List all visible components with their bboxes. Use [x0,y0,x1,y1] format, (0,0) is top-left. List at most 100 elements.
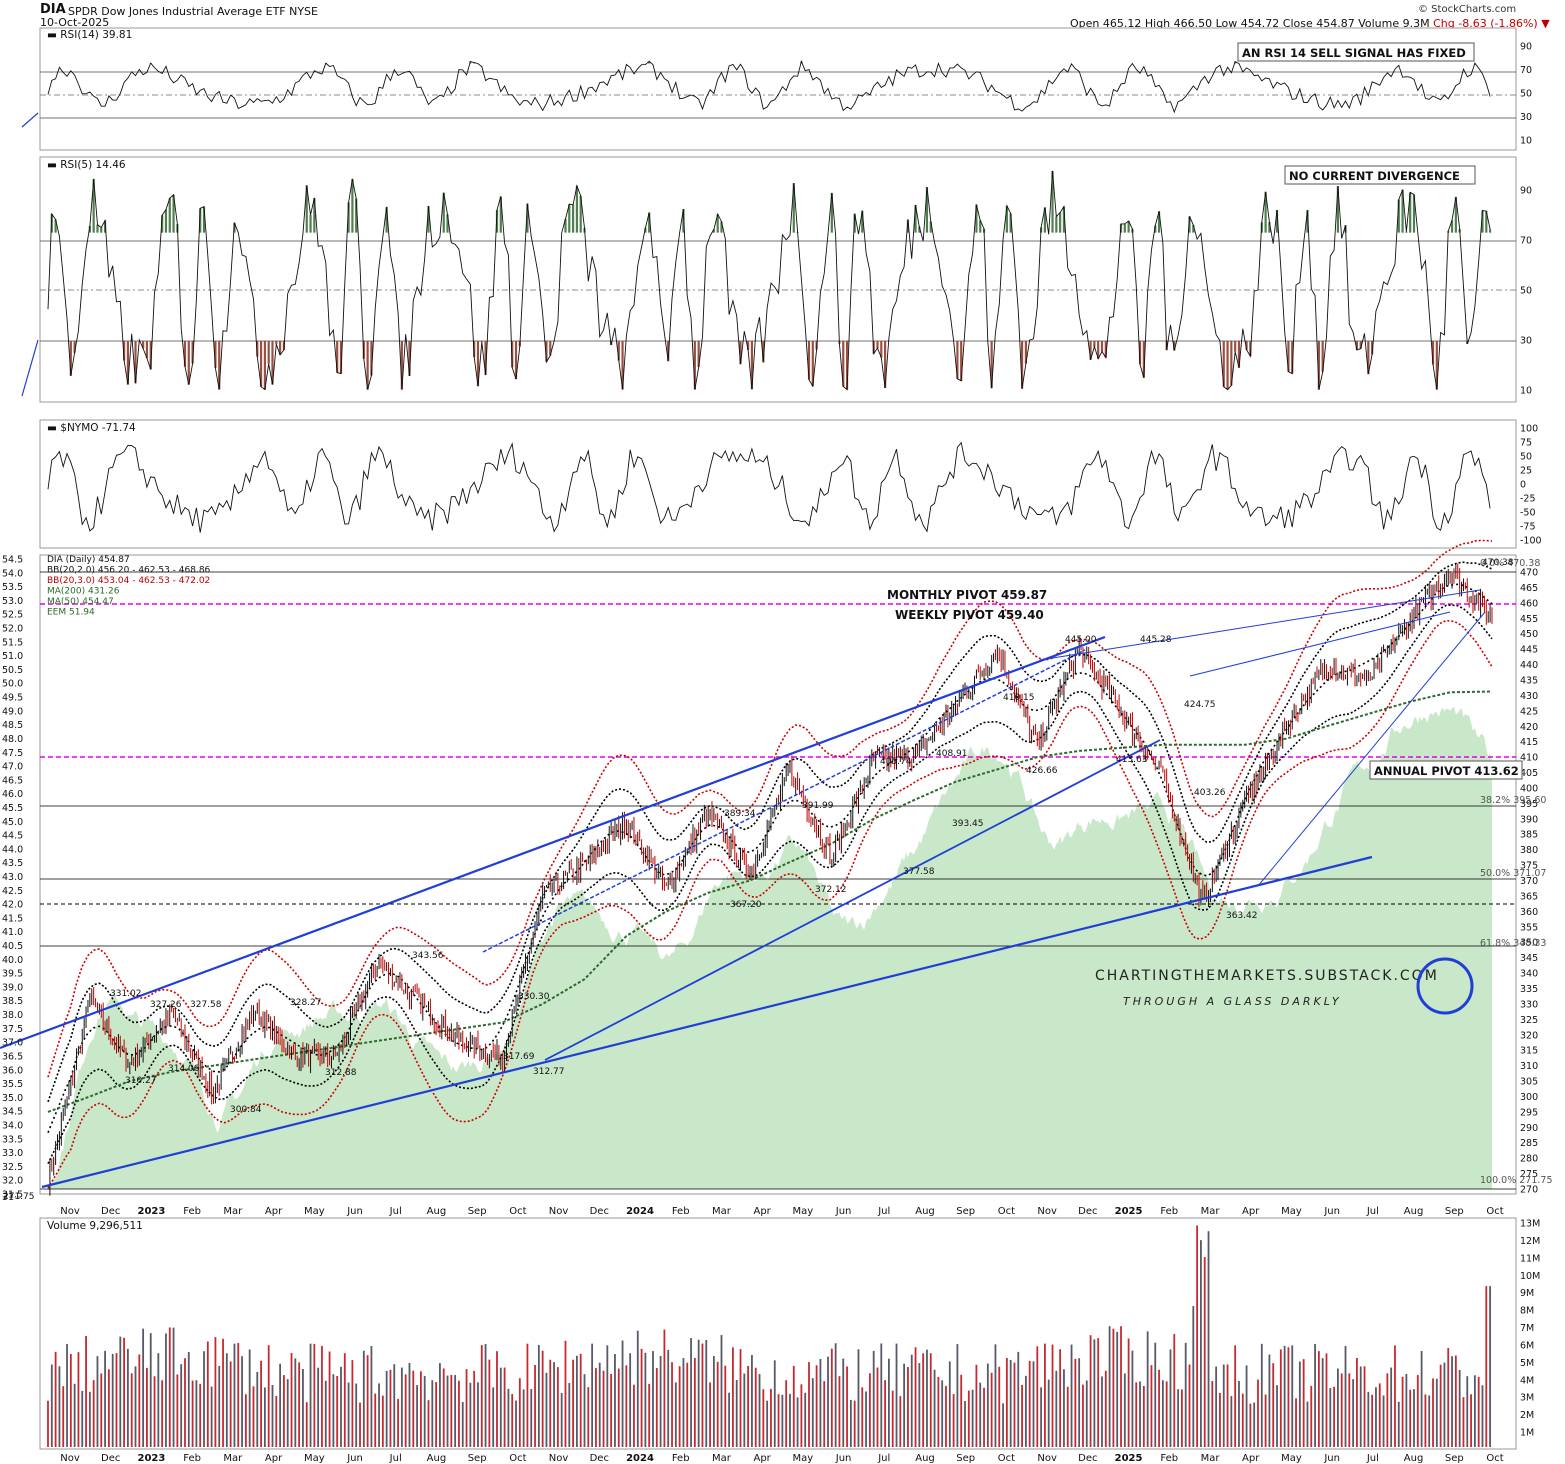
x-axis-label-top: Oct [998,1206,1015,1217]
x-axis-label-bottom: Jun [835,1453,852,1464]
volume-bar [735,1380,738,1447]
price-legend-item: MA(200) 431.26 [47,587,120,597]
price-point-label: 445.28 [1140,635,1172,645]
volume-bar [518,1378,521,1447]
volume-tick: 9M [1520,1288,1534,1299]
volume-bar [1298,1361,1301,1447]
volume-bar [454,1375,457,1447]
volume-bar [1413,1389,1415,1447]
x-axis-label-bottom: Jul [389,1453,402,1464]
volume-bar [530,1389,533,1447]
price-tick: 435 [1520,675,1538,686]
nymo-tick: -50 [1520,508,1536,519]
dashed-trendline [482,649,1086,953]
volume-bar [1165,1381,1168,1447]
volume-bar [1401,1376,1404,1447]
volume-bar [1272,1363,1275,1447]
x-axis-label-top: Mar [712,1206,732,1217]
text-layer: 90 70 50 30 10 90 70 50 30 10 100 75 50 25 0 -25 -50 -75 -… [2,29,1552,1464]
volume-bar [374,1393,377,1447]
volume-bar [762,1389,765,1447]
volume-bar [515,1400,517,1447]
volume-bar [929,1353,932,1447]
price-tick: 455 [1520,614,1538,625]
volume-bar [819,1358,822,1447]
x-axis-label-bottom: Apr [1242,1453,1260,1464]
volume-bar [857,1349,860,1447]
x-axis-label-top: 2025 [1115,1206,1143,1217]
volume-bar [69,1354,72,1447]
volume-bar [1200,1240,1202,1447]
volume-bar [564,1340,567,1447]
x-axis-label-bottom: Aug [1404,1453,1424,1464]
volume-bar [321,1345,323,1447]
volume-bar [705,1339,708,1447]
volume-bar [1470,1394,1472,1447]
volume-bar [781,1394,784,1447]
volume-bar [488,1359,491,1447]
volume-bar [134,1366,137,1447]
volume-bar [792,1365,795,1447]
volume-bar [1462,1397,1465,1447]
volume-bar [1123,1373,1126,1447]
date: 10-Oct-2025 [40,16,110,29]
price-point-label: 300.84 [230,1105,262,1115]
volume-bar [674,1382,677,1447]
rsi14-note: AN RSI 14 SELL SIGNAL HAS FIXED [1242,46,1466,60]
price-tick: 310 [1520,1061,1538,1072]
nymo-line [47,441,1491,533]
volume-bar [1203,1257,1206,1447]
price-point-label: 327.26 [150,1000,182,1010]
volume-bar [362,1350,365,1447]
nymo-layer [47,441,1491,533]
volume-bar [317,1367,320,1447]
volume-tick: 7M [1520,1323,1534,1334]
x-axis-label-bottom: Mar [712,1453,732,1464]
volume-bar [123,1337,126,1447]
x-axis-label-bottom: Sep [1445,1453,1464,1464]
volume-bar [507,1388,510,1447]
volume-bar [1352,1379,1355,1447]
price-tick: 275 [1520,1169,1538,1180]
eem-tick: 54.0 [2,568,23,579]
eem-tick: 53.0 [2,596,23,607]
volume-bar [747,1365,750,1447]
volume-bar [324,1380,327,1447]
x-axis-label-top: Feb [672,1206,690,1217]
volume-bar [975,1364,978,1447]
volume-bar [815,1365,818,1447]
volume-bar [244,1394,247,1447]
price-legend-item: BB(20,3.0) 453.04 - 462.53 - 472.02 [47,576,210,586]
volume-bar [1180,1389,1183,1447]
volume-bar [1097,1338,1100,1447]
volume-bar [1279,1349,1282,1447]
left-arrow-rsi14 [21,112,39,128]
price-point-label: 317.69 [503,1052,535,1062]
volume-bar [237,1342,240,1447]
volume-bar [648,1383,651,1447]
fib-label: 0.0% 470.38 [1480,558,1540,569]
volume-bar [1093,1339,1096,1447]
volume-bar [1356,1357,1358,1447]
x-axis-label-top: Nov [60,1206,80,1217]
volume-bar [370,1346,373,1447]
volume-bar [621,1340,624,1447]
volume-bar [47,1400,49,1447]
eem-tick: 46.5 [2,775,23,786]
x-axis-label-bottom: May [1281,1453,1302,1464]
eem-tick: 43.5 [2,858,23,869]
volume-bar [256,1371,259,1447]
x-axis-label-bottom: Nov [60,1453,80,1464]
volume-bar [336,1376,339,1447]
x-axis-label-bottom: Apr [265,1453,283,1464]
eem-tick: 39.5 [2,969,23,980]
volume-bar [290,1353,293,1447]
volume-bar [157,1353,160,1447]
volume-bar [206,1341,209,1447]
volume-bar [1390,1367,1393,1447]
ohlc-readout: Open 465.12 High 466.50 Low 454.72 Close… [1070,17,1550,30]
volume-bar [1344,1345,1347,1447]
price-tick: 365 [1520,891,1538,902]
rsi5-note: NO CURRENT DIVERGENCE [1289,169,1460,183]
volume-bar [846,1366,848,1447]
